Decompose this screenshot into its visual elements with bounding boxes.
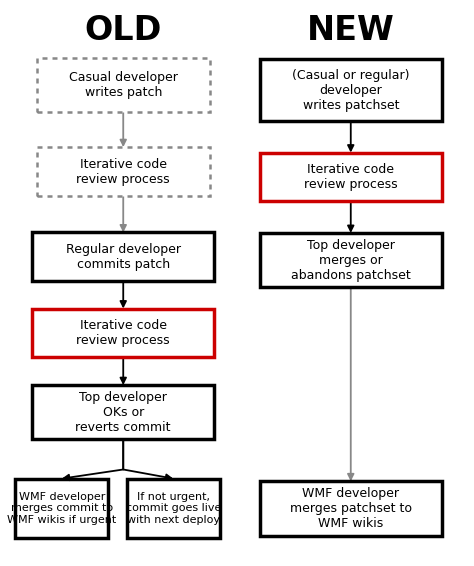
Text: Top developer
OKs or
reverts commit: Top developer OKs or reverts commit bbox=[75, 391, 171, 434]
FancyBboxPatch shape bbox=[260, 153, 442, 201]
FancyBboxPatch shape bbox=[260, 59, 442, 121]
Text: WMF developer
merges commit to
WMF wikis if urgent: WMF developer merges commit to WMF wikis… bbox=[7, 492, 117, 525]
FancyBboxPatch shape bbox=[37, 58, 210, 112]
Text: Iterative code
review process: Iterative code review process bbox=[304, 163, 398, 191]
FancyBboxPatch shape bbox=[37, 147, 210, 196]
FancyBboxPatch shape bbox=[32, 385, 214, 439]
FancyBboxPatch shape bbox=[260, 233, 442, 288]
FancyBboxPatch shape bbox=[32, 308, 214, 358]
Text: Iterative code
review process: Iterative code review process bbox=[76, 157, 170, 186]
Text: WMF developer
merges patchset to
WMF wikis: WMF developer merges patchset to WMF wik… bbox=[290, 487, 412, 530]
FancyBboxPatch shape bbox=[260, 481, 442, 535]
Text: OLD: OLD bbox=[84, 14, 162, 47]
FancyBboxPatch shape bbox=[32, 233, 214, 281]
Text: (Casual or regular)
developer
writes patchset: (Casual or regular) developer writes pat… bbox=[292, 68, 410, 112]
FancyBboxPatch shape bbox=[127, 479, 220, 538]
Text: Casual developer
writes patch: Casual developer writes patch bbox=[69, 71, 178, 98]
Text: Top developer
merges or
abandons patchset: Top developer merges or abandons patchse… bbox=[291, 239, 410, 282]
Text: Iterative code
review process: Iterative code review process bbox=[76, 319, 170, 347]
Text: Regular developer
commits patch: Regular developer commits patch bbox=[66, 243, 181, 271]
Text: NEW: NEW bbox=[307, 14, 395, 47]
Text: If not urgent,
commit goes live
with next deploy: If not urgent, commit goes live with nex… bbox=[126, 492, 221, 525]
FancyBboxPatch shape bbox=[15, 479, 109, 538]
